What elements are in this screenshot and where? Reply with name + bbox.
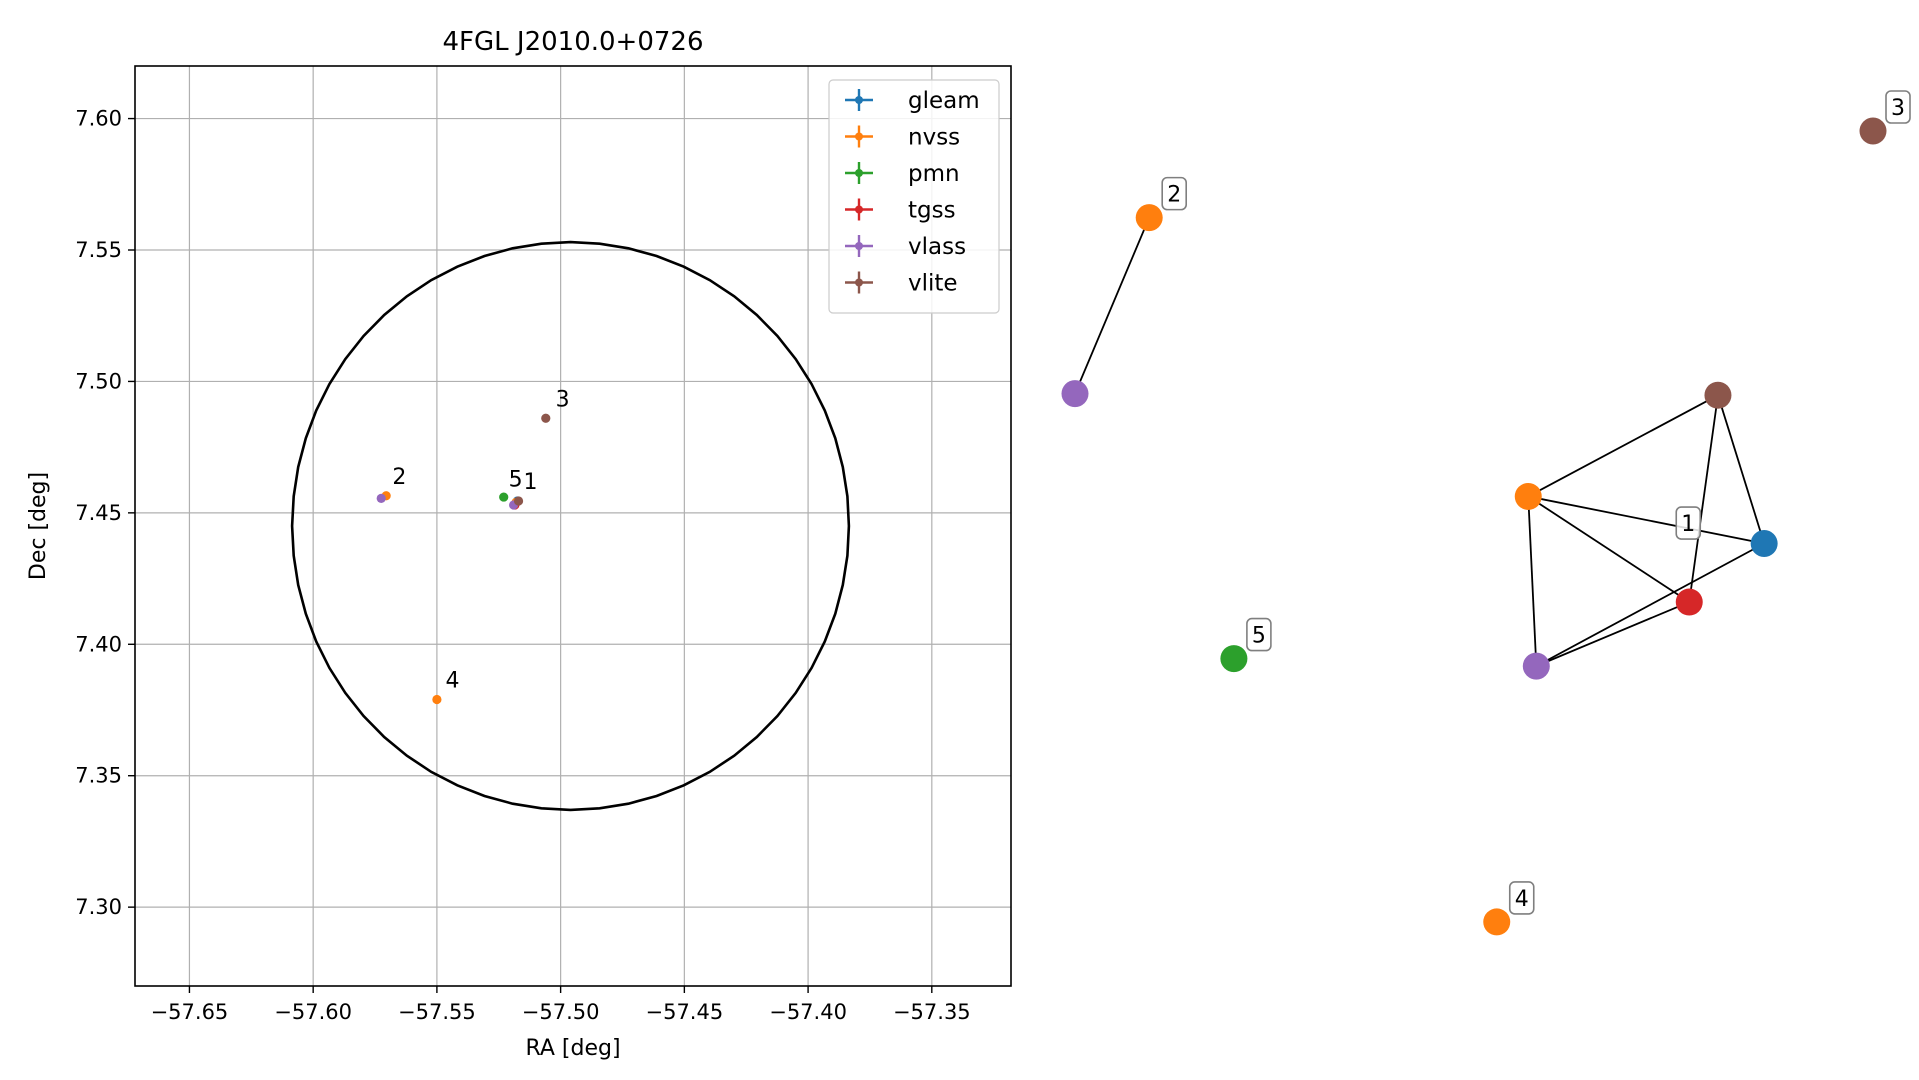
legend-marker-dot: [855, 96, 863, 104]
legend-marker-dot: [855, 169, 863, 177]
graph-edge: [1688, 395, 1719, 603]
legend-label: pmn: [908, 161, 960, 187]
x-axis-ticks: −57.65 −57.60 −57.55 −57.50 −57.45 −57.40 −57.…: [151, 986, 971, 1024]
legend-entry-tgss: tgss: [845, 198, 956, 224]
legend-label: gleam: [908, 88, 980, 114]
data-point-nvss: [432, 694, 442, 705]
graph-edge: [1528, 495, 1765, 545]
legend-entry-vlass: vlass: [845, 234, 966, 260]
x-tick-label: −57.45: [645, 1000, 723, 1024]
graph-label-box: [1508, 881, 1535, 915]
x-tick-label: −57.65: [151, 1000, 229, 1024]
graph-edge: [1074, 217, 1151, 394]
graph-label-box: [1246, 617, 1272, 652]
x-tick-label: −57.50: [522, 1000, 600, 1024]
legend-label: nvss: [908, 125, 960, 151]
data-point-pmn: [499, 492, 509, 502]
graph-label-box: [1675, 506, 1702, 540]
graph-label: 5: [1246, 617, 1272, 652]
point-annotations: 1 2 3 4 5: [392, 387, 569, 693]
graph-label-text: 3: [1891, 96, 1905, 121]
legend-entry-nvss: nvss: [845, 125, 960, 151]
graph-label: 3: [1885, 90, 1911, 124]
y-tick-label: 7.50: [75, 369, 122, 393]
x-tick-label: −57.55: [398, 1000, 476, 1024]
y-tick-label: 7.40: [75, 632, 122, 656]
point-annotation: 4: [446, 669, 460, 694]
chart-title: 4FGL J2010.0+0726: [443, 27, 704, 57]
graph-edge: [1527, 496, 1538, 667]
graph-edge: [1717, 394, 1766, 544]
data-point-vlite: [513, 496, 524, 506]
legend-box: [828, 79, 1000, 314]
graph-node: [1220, 645, 1248, 673]
data-points: [376, 413, 551, 705]
y-tick-label: 7.60: [75, 107, 122, 131]
point-annotation: 5: [509, 468, 523, 493]
graph-node: [1135, 204, 1163, 232]
graph-label: 4: [1508, 881, 1535, 915]
y-tick-label: 7.55: [75, 238, 122, 262]
legend-entry-gleam: gleam: [845, 88, 980, 114]
legend-items: gleam nvss pmn tgss vlass vlite: [845, 88, 980, 297]
legend-entry-vlite: vlite: [845, 271, 958, 297]
legend: gleam nvss pmn tgss vlass vlite: [828, 79, 1000, 314]
graph-label-box: [1161, 176, 1187, 211]
x-tick-label: −57.40: [769, 1000, 847, 1024]
graph-edge: [1535, 601, 1690, 667]
y-tick-label: 7.30: [75, 895, 122, 919]
legend-marker-dot: [855, 278, 863, 287]
legend-label: vlass: [908, 234, 966, 260]
plot-frame: [134, 65, 1012, 987]
y-axis-label: Dec [deg]: [26, 472, 51, 580]
graph-nodes: [1061, 117, 1887, 936]
x-axis-label: RA [deg]: [525, 1036, 620, 1061]
graph-label: 1: [1675, 506, 1702, 540]
y-tick-label: 7.45: [75, 501, 122, 525]
point-annotation: 1: [524, 470, 538, 495]
graph-label-text: 2: [1167, 183, 1181, 208]
x-tick-label: −57.60: [274, 1000, 352, 1024]
graph-node: [1061, 380, 1089, 408]
legend-marker-dot: [855, 132, 863, 141]
point-annotation: 3: [556, 387, 570, 412]
legend-marker-dot: [855, 242, 863, 250]
graph-edge: [1527, 495, 1690, 603]
legend-label: vlite: [908, 271, 958, 297]
network-graph: 1 2 3 4 5: [1061, 90, 1911, 936]
legend-marker-dot: [855, 205, 863, 214]
graph-edges: [1074, 217, 1766, 667]
graph-node: [1704, 381, 1732, 409]
graph-node: [1483, 908, 1511, 936]
graph-label: 2: [1161, 176, 1187, 211]
graph-node: [1859, 117, 1887, 145]
point-annotation: 2: [392, 465, 406, 490]
error-circle: [290, 240, 851, 812]
graph-node: [1522, 652, 1550, 680]
graph-label-text: 1: [1681, 512, 1695, 537]
graph-edge: [1527, 394, 1719, 498]
graph-node: [1750, 530, 1778, 558]
x-tick-label: −57.35: [893, 1000, 971, 1024]
data-point-vlass: [376, 493, 386, 503]
legend-entry-pmn: pmn: [845, 161, 960, 187]
y-tick-label: 7.35: [75, 764, 122, 788]
graph-label-text: 5: [1252, 624, 1266, 649]
data-point-vlite: [541, 413, 551, 423]
graph-label-box: [1885, 90, 1911, 124]
graph-node: [1675, 588, 1703, 616]
graph-node: [1514, 482, 1542, 510]
y-axis-ticks: 7.30 7.35 7.40 7.45 7.50 7.55 7.60: [75, 107, 135, 919]
graph-edge: [1535, 542, 1765, 667]
graph-label-text: 4: [1515, 887, 1529, 912]
error-ellipse-layer: [290, 240, 851, 812]
legend-label: tgss: [908, 198, 956, 224]
graph-labels: 1 2 3 4 5: [1161, 90, 1911, 915]
